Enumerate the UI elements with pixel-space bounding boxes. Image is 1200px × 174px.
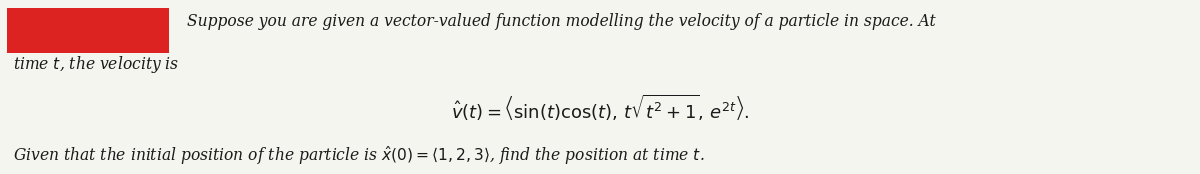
- Text: Suppose you are given a vector-valued function modelling the velocity of a parti: Suppose you are given a vector-valued fu…: [187, 13, 936, 30]
- Text: time $t$, the velocity is: time $t$, the velocity is: [13, 54, 180, 75]
- Text: Given that the initial position of the particle is $\hat{x}(0) = \langle 1, 2, 3: Given that the initial position of the p…: [13, 144, 704, 167]
- Text: $\hat{v}(t) = \left\langle \sin(t)\cos(t),\, t\sqrt{t^2+1},\, e^{2t} \right\rang: $\hat{v}(t) = \left\langle \sin(t)\cos(t…: [451, 93, 749, 123]
- FancyBboxPatch shape: [7, 8, 169, 53]
